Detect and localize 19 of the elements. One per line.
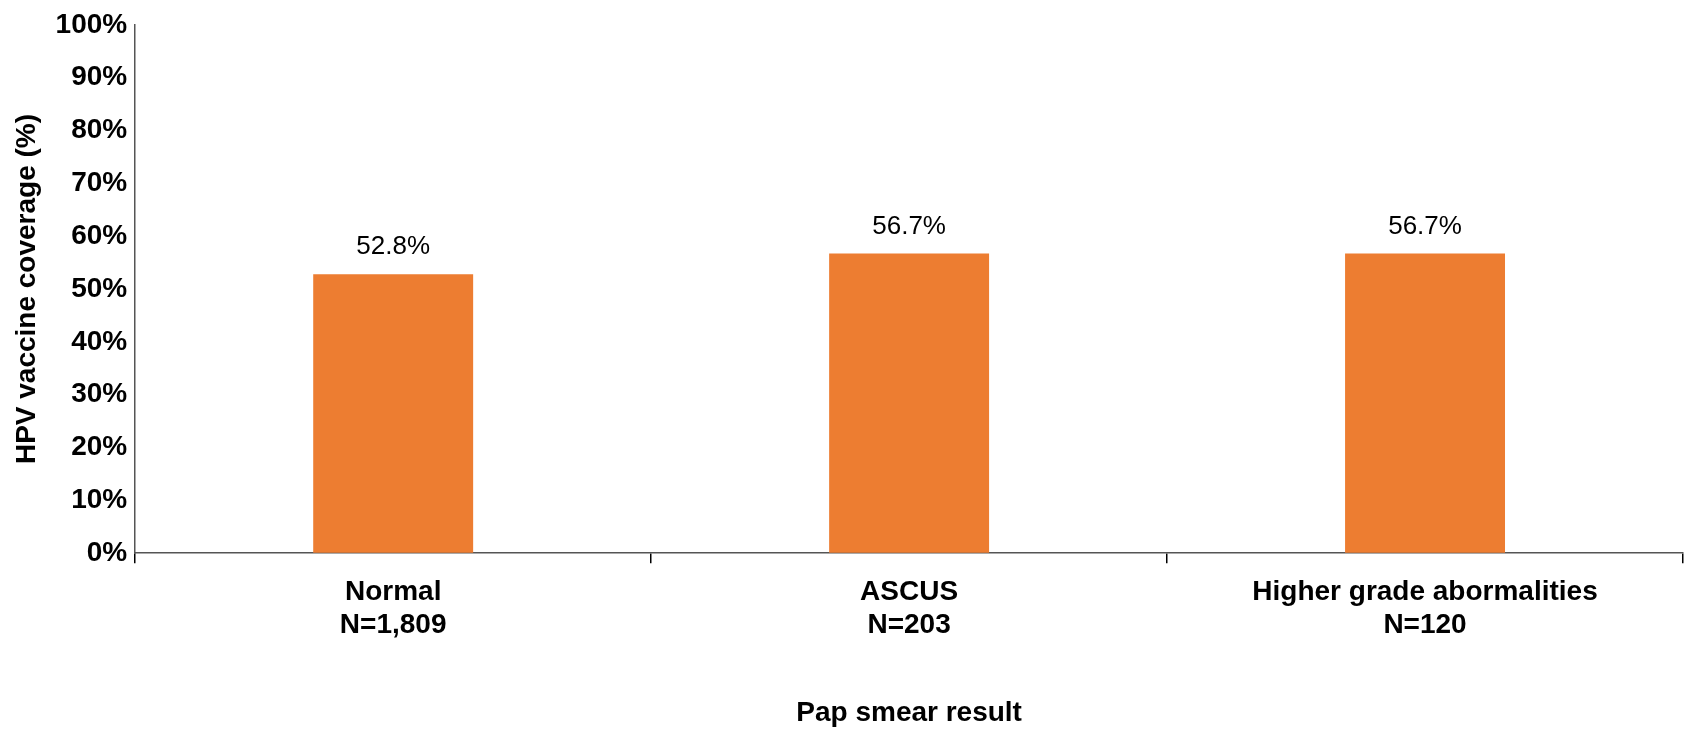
y-tick-label: 10% bbox=[71, 483, 128, 515]
y-tick-label: 50% bbox=[71, 271, 128, 303]
y-tick-label: 60% bbox=[71, 218, 128, 250]
y-tick-label: 0% bbox=[86, 535, 128, 567]
data-label: 52.8% bbox=[356, 230, 431, 261]
y-tick-label: 90% bbox=[71, 60, 128, 92]
y-tick-label: 40% bbox=[71, 324, 128, 356]
y-tick-label: 100% bbox=[55, 7, 128, 39]
x-tick-label: Higher grade abormalities N=120 bbox=[1252, 574, 1598, 640]
x-axis-title: Pap smear result bbox=[796, 695, 1022, 727]
x-tick-label: Normal N=1,809 bbox=[339, 574, 447, 640]
y-tick-label: 70% bbox=[71, 166, 128, 198]
data-label: 56.7% bbox=[872, 209, 946, 240]
y-tick-label: 30% bbox=[71, 377, 128, 409]
y-tick-label: 80% bbox=[71, 113, 128, 145]
y-tick-label: 20% bbox=[71, 430, 128, 462]
x-tick-label: ASCUS N=203 bbox=[860, 574, 959, 640]
data-label: 56.7% bbox=[1388, 209, 1462, 240]
y-axis-title: HPV vaccine coverage (%) bbox=[9, 113, 41, 465]
